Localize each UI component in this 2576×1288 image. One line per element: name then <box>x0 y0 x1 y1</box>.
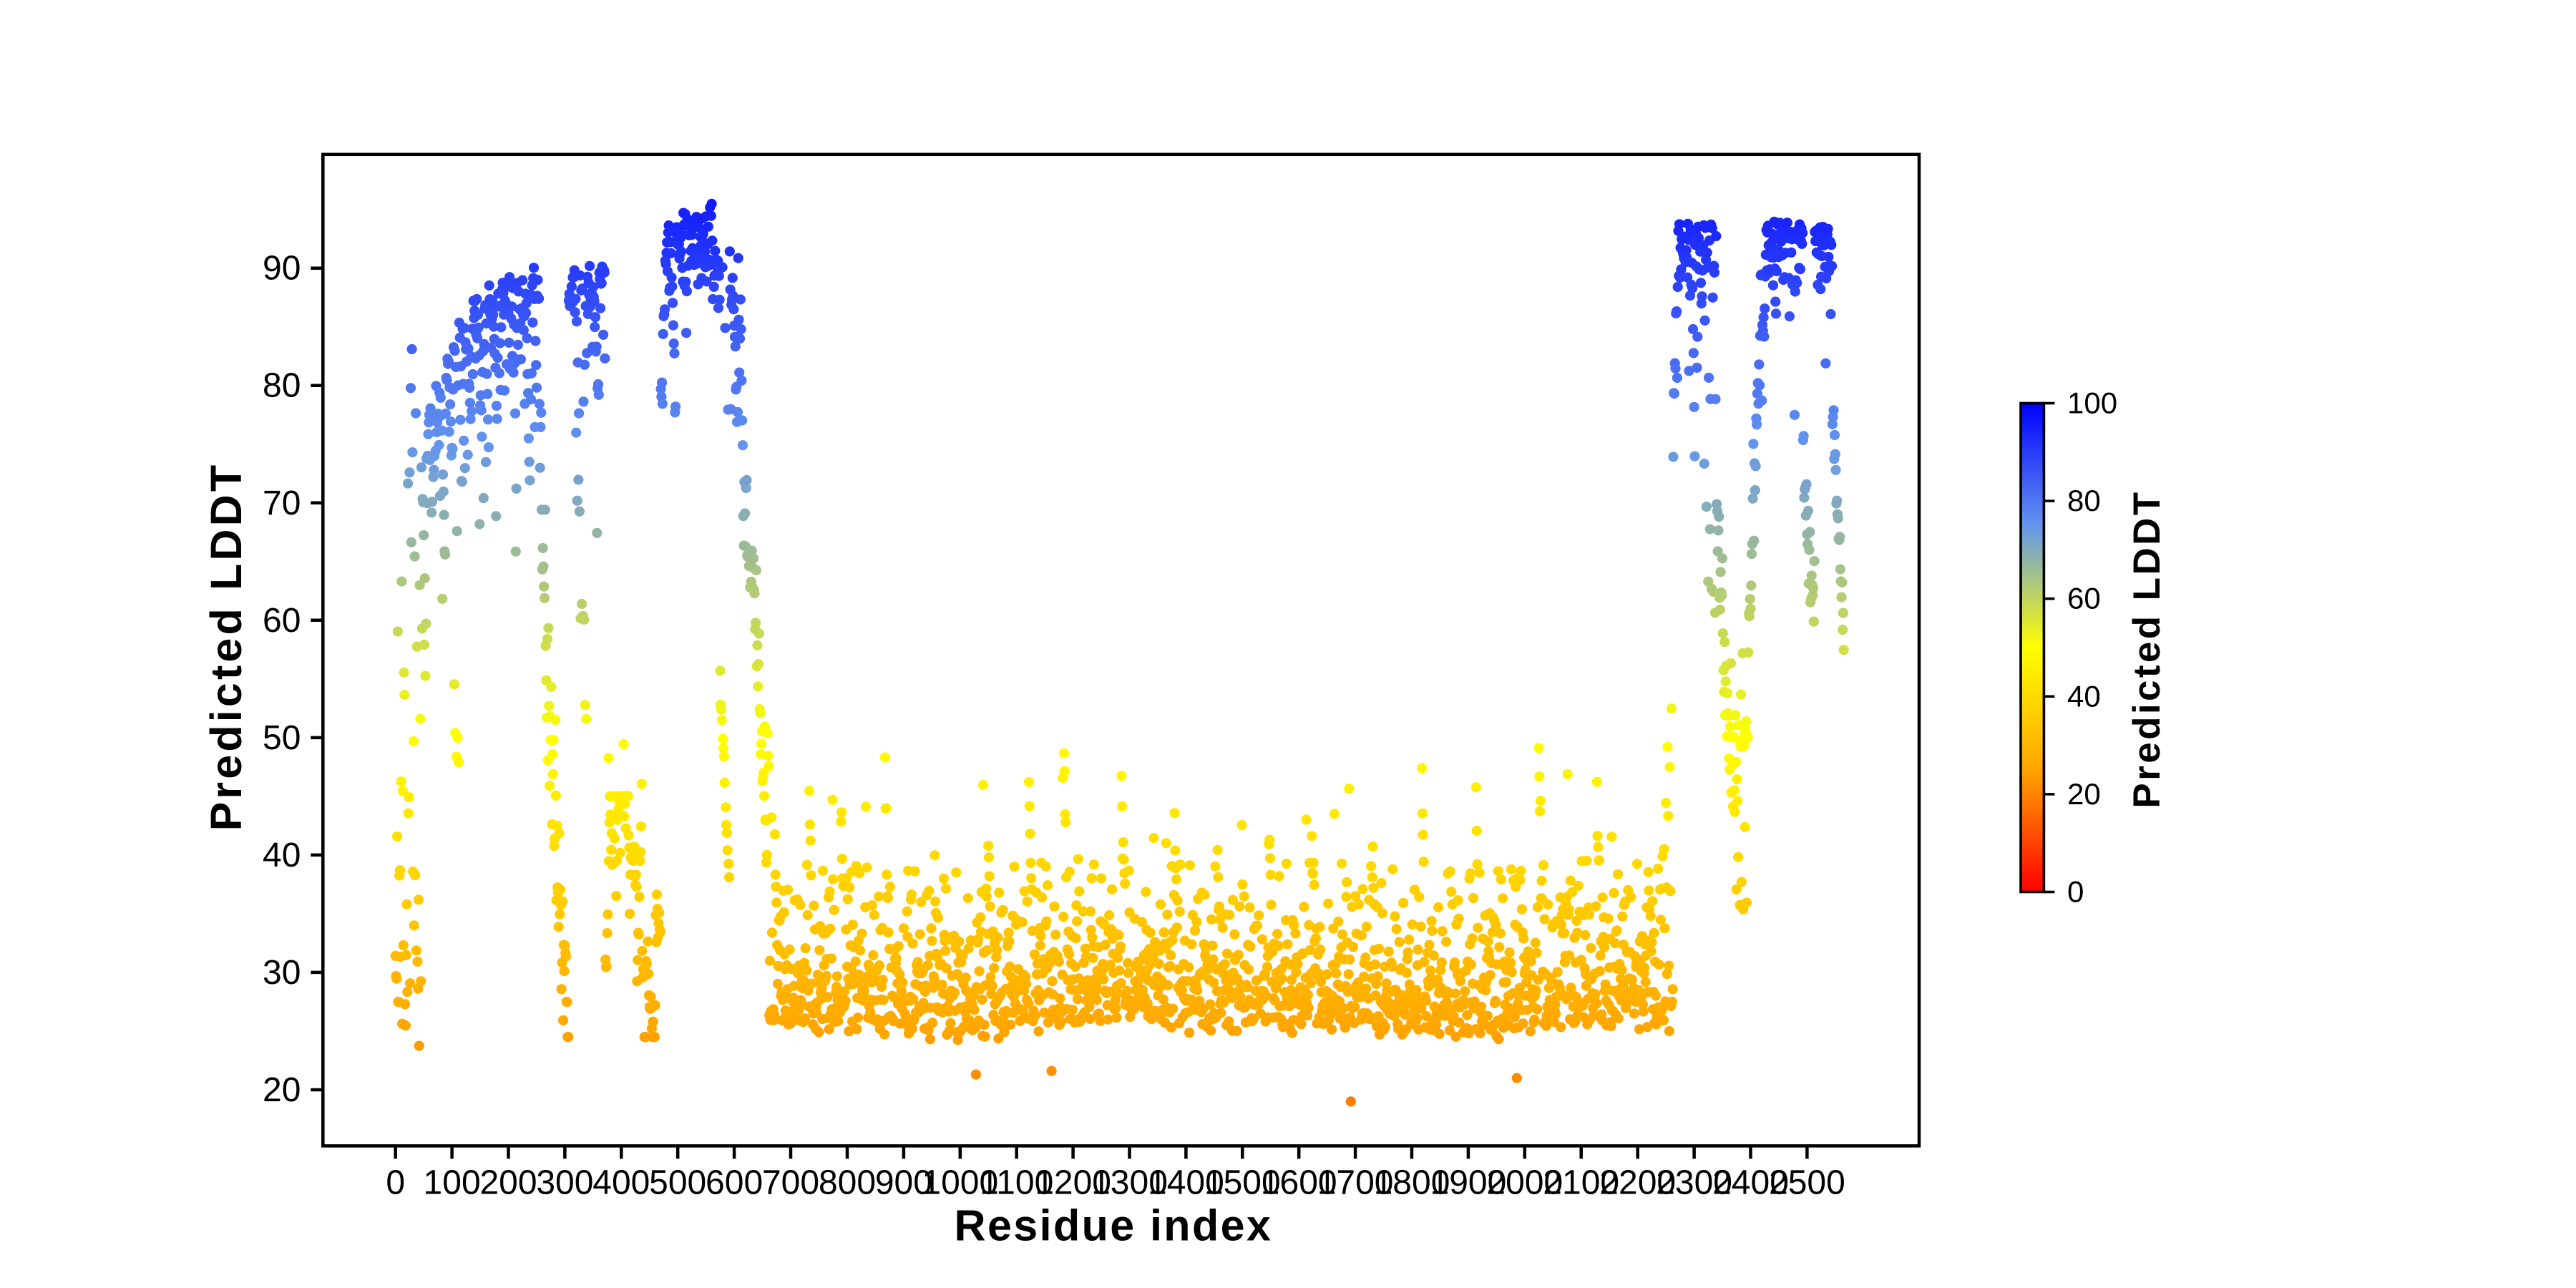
svg-text:60: 60 <box>263 602 301 640</box>
svg-text:1400: 1400 <box>1148 1164 1224 1202</box>
svg-text:0: 0 <box>2067 875 2084 909</box>
svg-text:2300: 2300 <box>1656 1164 1732 1202</box>
svg-text:70: 70 <box>263 484 301 522</box>
svg-text:2200: 2200 <box>1599 1164 1676 1202</box>
svg-text:0: 0 <box>386 1164 405 1202</box>
svg-text:1900: 1900 <box>1430 1164 1507 1202</box>
svg-text:2400: 2400 <box>1712 1164 1789 1202</box>
svg-text:1200: 1200 <box>1035 1164 1111 1202</box>
svg-text:90: 90 <box>263 250 301 288</box>
svg-text:900: 900 <box>875 1164 932 1202</box>
svg-text:80: 80 <box>2067 484 2101 517</box>
svg-text:700: 700 <box>762 1164 819 1202</box>
svg-text:400: 400 <box>592 1164 650 1202</box>
svg-text:40: 40 <box>263 836 301 874</box>
svg-text:1000: 1000 <box>922 1164 998 1202</box>
svg-text:80: 80 <box>263 367 301 405</box>
svg-text:2100: 2100 <box>1543 1164 1619 1202</box>
svg-text:500: 500 <box>649 1164 706 1202</box>
svg-text:600: 600 <box>706 1164 763 1202</box>
svg-text:20: 20 <box>2067 777 2101 811</box>
svg-text:1500: 1500 <box>1204 1164 1281 1202</box>
svg-text:20: 20 <box>263 1071 301 1109</box>
svg-text:1300: 1300 <box>1091 1164 1168 1202</box>
svg-text:1600: 1600 <box>1261 1164 1337 1202</box>
svg-text:50: 50 <box>263 719 301 757</box>
svg-text:2000: 2000 <box>1486 1164 1563 1202</box>
svg-text:1700: 1700 <box>1317 1164 1394 1202</box>
svg-text:800: 800 <box>819 1164 876 1202</box>
svg-text:Residue index: Residue index <box>955 1201 1273 1250</box>
svg-text:2500: 2500 <box>1769 1164 1845 1202</box>
svg-text:100: 100 <box>424 1164 481 1202</box>
svg-text:30: 30 <box>263 954 301 992</box>
svg-text:Predicted LDDT: Predicted LDDT <box>202 462 250 831</box>
svg-text:200: 200 <box>479 1164 537 1202</box>
svg-text:60: 60 <box>2067 582 2101 615</box>
svg-text:300: 300 <box>536 1164 593 1202</box>
svg-text:1800: 1800 <box>1374 1164 1450 1202</box>
svg-text:40: 40 <box>2067 679 2101 713</box>
svg-text:100: 100 <box>2067 386 2117 420</box>
svg-text:Predicted LDDT: Predicted LDDT <box>2126 489 2168 808</box>
svg-text:1100: 1100 <box>980 1164 1053 1202</box>
